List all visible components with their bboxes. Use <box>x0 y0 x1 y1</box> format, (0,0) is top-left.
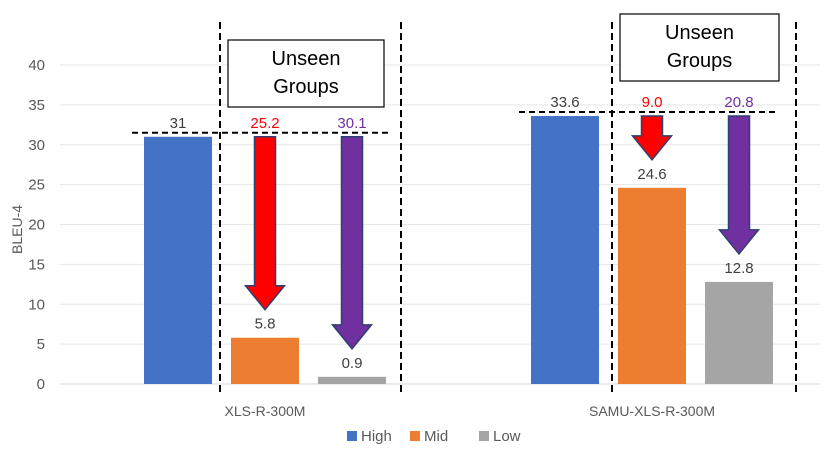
y-tick-label: 25 <box>28 177 45 194</box>
unseen-groups-box <box>227 39 385 108</box>
drop-label: 25.2 <box>250 115 279 132</box>
legend-swatch <box>410 431 420 441</box>
y-tick-label: 20 <box>28 217 45 234</box>
unseen-groups-box <box>619 13 780 82</box>
unseen-groups-label: Unseen <box>665 22 734 44</box>
y-tick-label: 5 <box>37 336 45 353</box>
axis-layer: 0 5 10 15 20 25 30 35 40 BLEU-4 XLS-R-300M SAMU-XLS… <box>9 57 715 419</box>
drop-arrow <box>243 136 287 311</box>
drop-arrow <box>330 136 374 351</box>
y-axis-title: BLEU-4 <box>9 205 25 254</box>
unseen-groups-label: Unseen <box>272 48 341 70</box>
drop-arrow <box>630 115 674 162</box>
bar-low <box>318 376 386 384</box>
legend: High Mid Low <box>347 428 521 445</box>
y-tick-label: 10 <box>28 296 45 313</box>
drop-label: 20.8 <box>724 94 753 111</box>
unseen-groups-label: Groups <box>667 50 733 72</box>
data-labels-layer: 31 33.6 5.8 24.6 0.9 12.8 <box>170 94 754 372</box>
legend-swatch <box>347 431 357 441</box>
x-tick-label: SAMU-XLS-R-300M <box>589 403 715 419</box>
y-tick-label: 40 <box>28 57 45 74</box>
y-tick-label: 35 <box>28 97 45 114</box>
drop-arrow <box>717 115 761 256</box>
data-label: 33.6 <box>550 94 579 111</box>
legend-label: High <box>361 428 392 445</box>
bar-mid <box>618 187 686 384</box>
drop-label: 9.0 <box>642 94 663 111</box>
x-tick-label: XLS-R-300M <box>225 403 306 419</box>
data-label: 24.6 <box>637 166 666 183</box>
bar-high <box>144 136 212 384</box>
data-label: 31 <box>170 115 187 132</box>
y-tick-label: 30 <box>28 137 45 154</box>
data-label: 12.8 <box>724 260 753 277</box>
legend-swatch <box>479 431 489 441</box>
data-label: 5.8 <box>255 316 276 333</box>
bar-mid <box>231 337 299 384</box>
bars-layer <box>144 116 773 384</box>
unseen-groups-label: Groups <box>273 76 339 98</box>
drop-label: 30.1 <box>337 115 366 132</box>
bar-high <box>531 116 599 384</box>
legend-label: Low <box>493 428 521 445</box>
legend-label: Mid <box>424 428 448 445</box>
y-tick-label: 15 <box>28 256 45 273</box>
bar-low <box>705 281 773 384</box>
data-label: 0.9 <box>342 355 363 372</box>
y-tick-label: 0 <box>37 376 45 393</box>
annotation-layer: 25.2 30.1 9.0 20.8 Unseen Groups Unseen Groups <box>132 13 797 394</box>
